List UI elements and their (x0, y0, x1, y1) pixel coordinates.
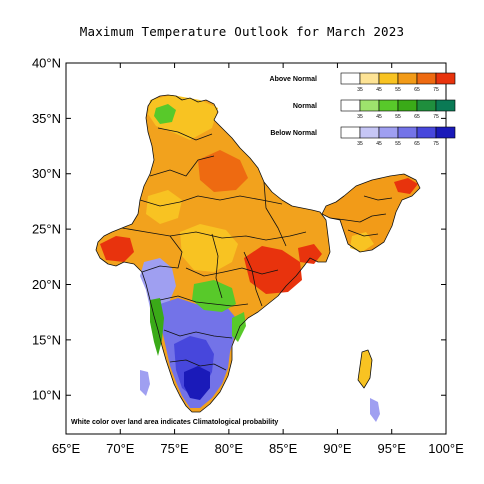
legend-swatch (397, 72, 418, 85)
legend-tick-label: 35 (357, 87, 363, 93)
legend-tick-label: 35 (357, 114, 363, 120)
legend-swatch (340, 72, 361, 85)
lon-label: 75°E (160, 441, 189, 456)
legend-swatch (359, 126, 380, 139)
legend-swatch (359, 72, 380, 85)
tn-below-strongest (184, 366, 210, 400)
up-deep-orange (198, 150, 248, 192)
legend-swatch (435, 126, 456, 139)
legend-tick-label: 45 (376, 114, 382, 120)
legend-tick-label: 55 (395, 87, 401, 93)
lon-label: 100°E (428, 441, 464, 456)
legend-tick-label: 75 (433, 114, 439, 120)
lat-label: 25°N (32, 222, 61, 237)
legend-swatch (359, 99, 380, 112)
legend-swatch (340, 126, 361, 139)
rajasthan-red (100, 236, 134, 262)
deccan-normal (192, 280, 236, 312)
legend-tick-label: 55 (395, 141, 401, 147)
legend-swatch (378, 99, 399, 112)
lon-label: 85°E (269, 441, 298, 456)
lat-label: 15°N (32, 332, 61, 347)
legend-swatch (416, 99, 437, 112)
legend-swatch (416, 72, 437, 85)
legend-category-label: Below Normal (270, 130, 317, 137)
legend-swatch (416, 126, 437, 139)
west-yellow-patch (146, 190, 182, 224)
lat-label: 10°N (32, 388, 61, 403)
legend-category-label: Above Normal (270, 76, 318, 83)
state-boundaries (95, 94, 421, 413)
legend-tick-label: 75 (433, 87, 439, 93)
northeast-above-normal (322, 174, 420, 252)
longitude-labels: 65°E 70°E 75°E 80°E 85°E 90°E 95°E 100°E (52, 441, 464, 456)
legend-swatch (340, 99, 361, 112)
legend-tick-label: 75 (433, 141, 439, 147)
central-yellow-patch (180, 224, 238, 272)
lon-label: 65°E (52, 441, 81, 456)
legend-tick-label: 45 (376, 141, 382, 147)
lat-label: 20°N (32, 277, 61, 292)
climatology-note: White color over land area indicates Cli… (71, 419, 278, 426)
lon-label: 70°E (106, 441, 135, 456)
northeast-red-patch (394, 178, 418, 194)
legend-swatch (378, 126, 399, 139)
lat-label: 35°N (32, 111, 61, 126)
east-red-hotspot (244, 246, 302, 294)
map-title: Maximum Temperature Outlook for March 20… (79, 24, 405, 39)
lat-label: 40°N (32, 56, 61, 71)
lat-label: 30°N (32, 166, 61, 181)
legend-swatch (435, 72, 456, 85)
kashmir-green-patch (154, 104, 176, 124)
wb-red-hotspot (298, 244, 322, 264)
legend-tick-label: 65 (414, 141, 420, 147)
legend-tick-label: 45 (376, 87, 382, 93)
lon-label: 95°E (378, 441, 407, 456)
legend-swatch (397, 126, 418, 139)
nicobar-islands (370, 398, 380, 422)
legend-swatch (378, 72, 399, 85)
lakshadweep-islands (140, 370, 150, 396)
lon-label: 80°E (215, 441, 244, 456)
probability-legend: Above Normal 35 45 55 65 75 Normal 35 45 55 65 75 Be… (270, 72, 456, 147)
legend-swatch (397, 99, 418, 112)
map-frame (65, 62, 447, 435)
legend-swatch (435, 99, 456, 112)
legend-tick-label: 65 (414, 114, 420, 120)
northeast-yellow-patch (350, 232, 374, 252)
legend-category-label: Normal (293, 103, 317, 110)
legend-tick-label: 65 (414, 87, 420, 93)
axis-ticks (65, 62, 447, 434)
latitude-labels: 40°N 35°N 30°N 25°N 20°N 15°N 10°N (32, 56, 61, 403)
east-coast-normal (232, 312, 246, 342)
legend-tick-label: 35 (357, 141, 363, 147)
legend-tick-label: 55 (395, 114, 401, 120)
andaman-islands (358, 350, 372, 388)
lon-label: 90°E (323, 441, 352, 456)
